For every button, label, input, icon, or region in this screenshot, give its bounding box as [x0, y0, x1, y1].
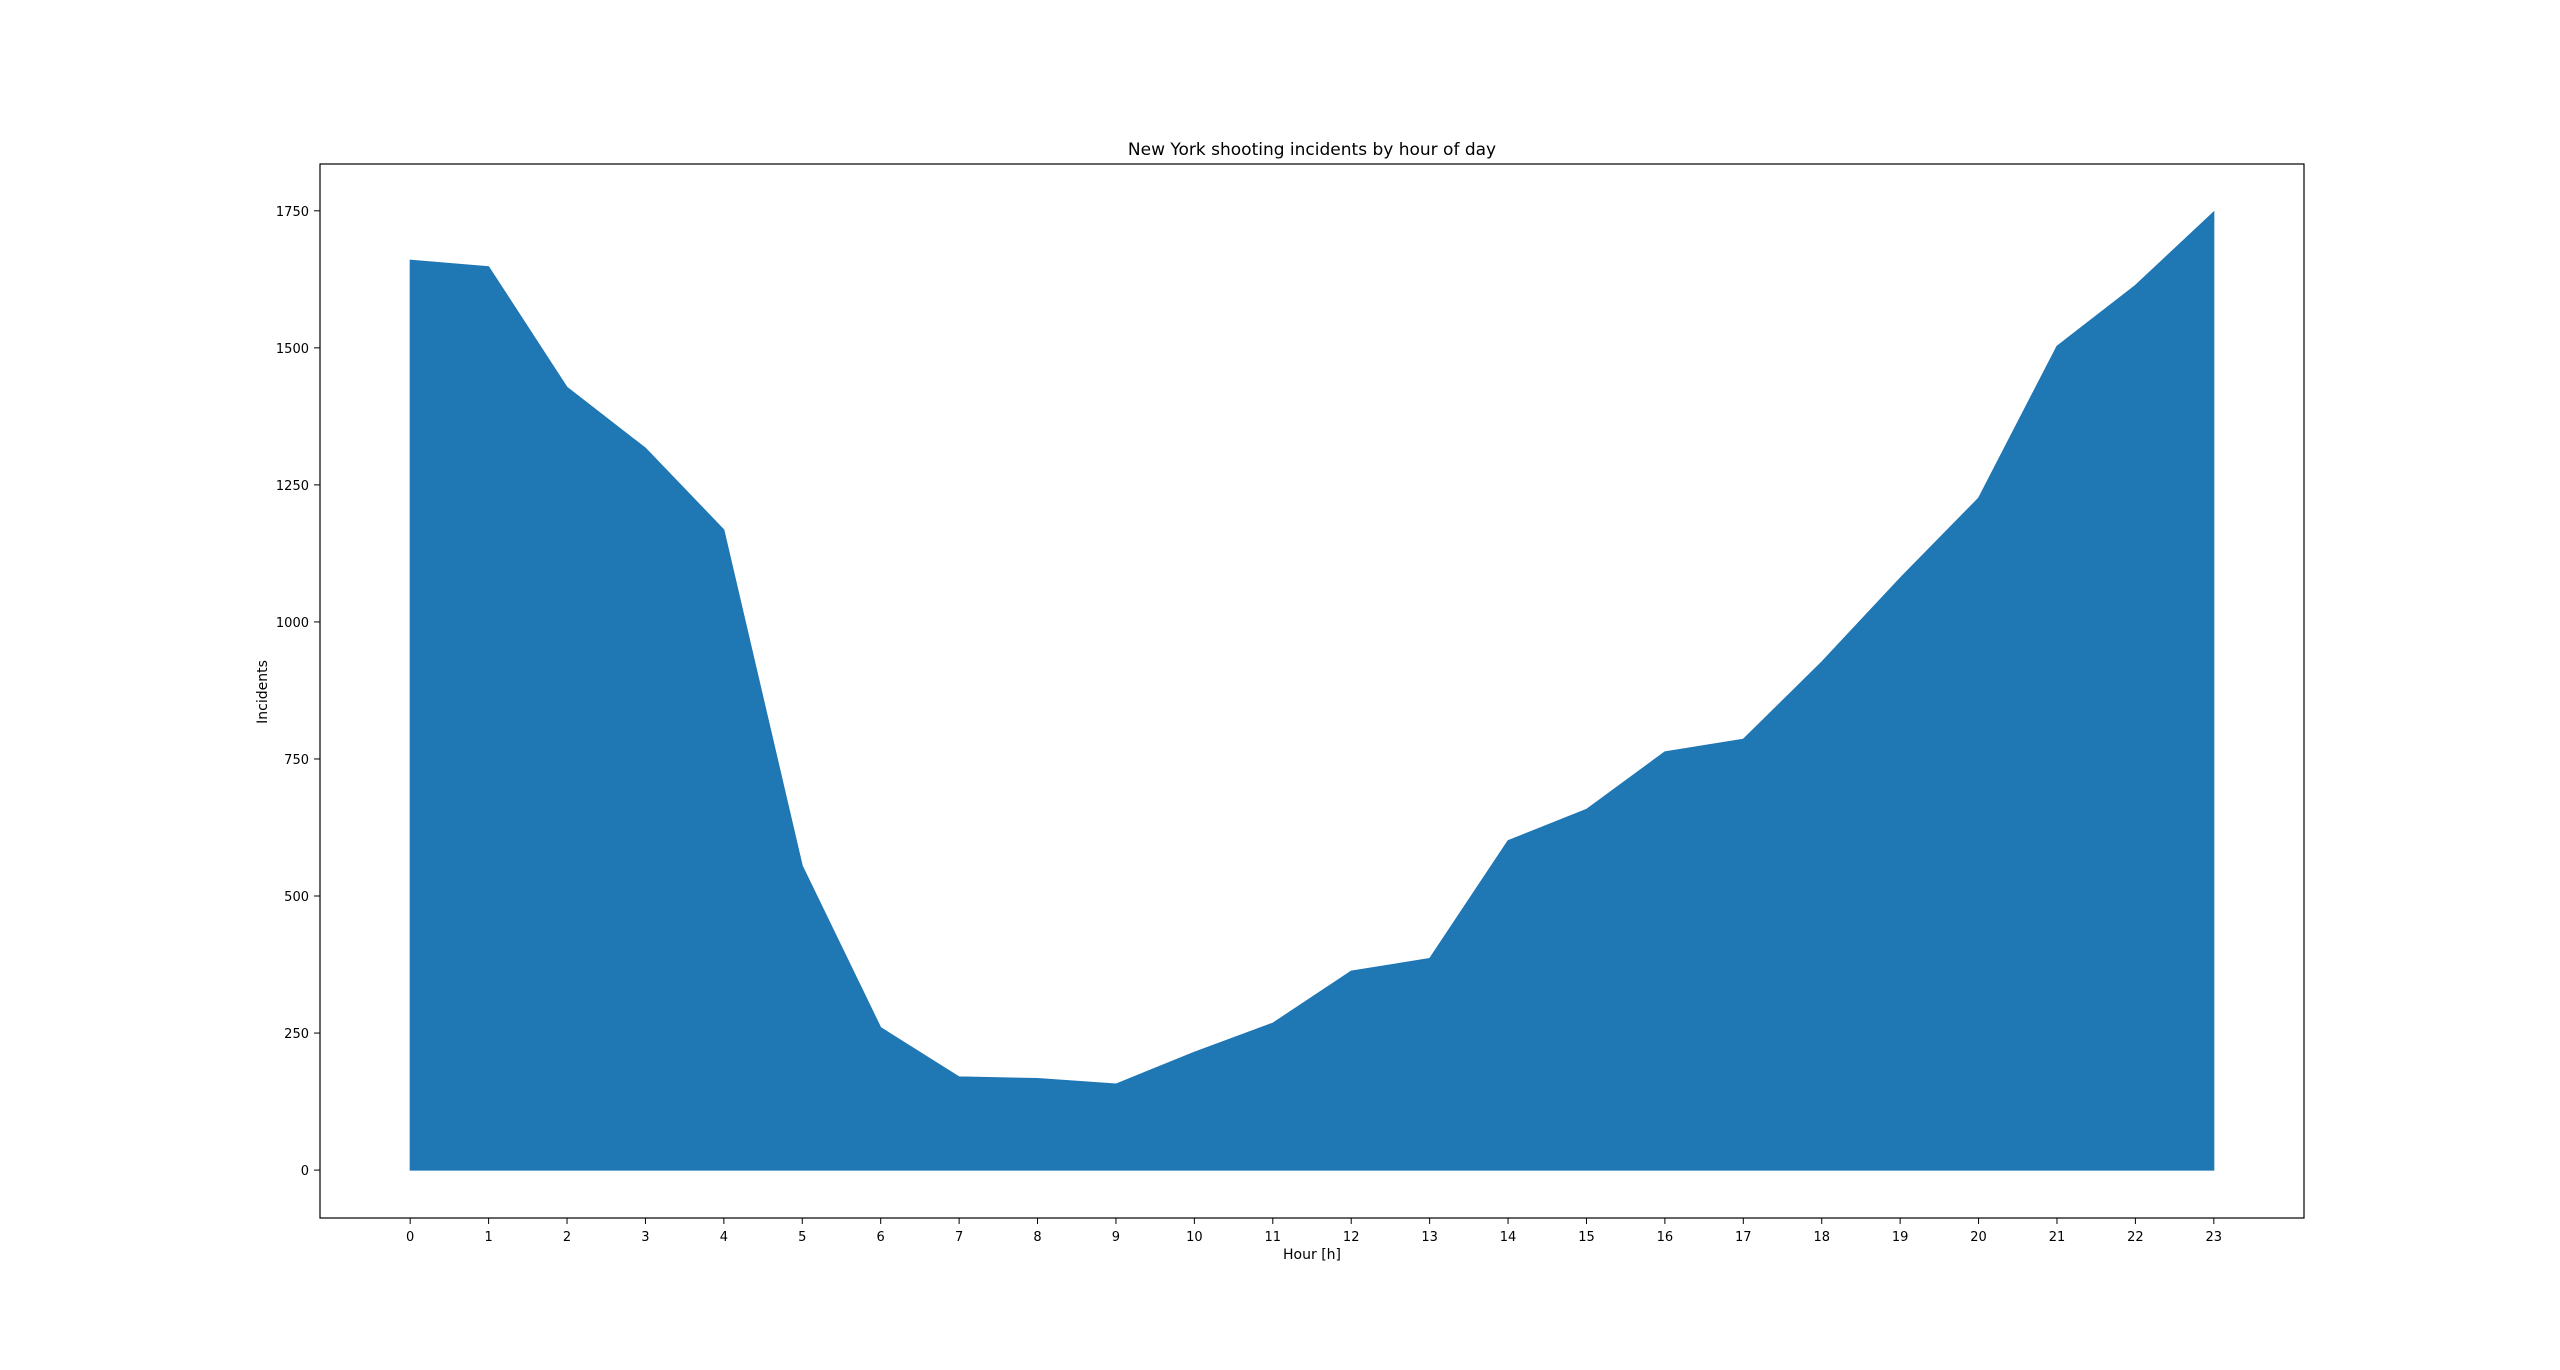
x-tick-label: 19 [1892, 1230, 1909, 1245]
x-axis-label: Hour [h] [1283, 1247, 1341, 1263]
x-tick-label: 0 [406, 1230, 414, 1245]
x-tick-label: 11 [1265, 1230, 1282, 1245]
plot-area [409, 210, 2215, 1171]
chart-title: New York shooting incidents by hour of d… [1128, 140, 1496, 160]
x-tick-label: 2 [563, 1230, 571, 1245]
y-tick-label: 0 [301, 1164, 309, 1179]
x-tick-label: 20 [1970, 1230, 1987, 1245]
x-tick-label: 18 [1813, 1230, 1830, 1245]
x-tick-label: 14 [1500, 1230, 1517, 1245]
x-tick-label: 7 [955, 1230, 963, 1245]
x-tick-label: 23 [2206, 1230, 2223, 1245]
x-tick-label: 22 [2127, 1230, 2144, 1245]
x-tick-label: 17 [1735, 1230, 1752, 1245]
x-tick-label: 16 [1657, 1230, 1674, 1245]
y-tick-label: 1500 [276, 342, 309, 357]
x-tick-label: 9 [1112, 1230, 1120, 1245]
x-tick-label: 21 [2049, 1230, 2066, 1245]
x-tick-label: 5 [798, 1230, 806, 1245]
y-tick-label: 1000 [276, 616, 309, 631]
y-tick-label: 250 [284, 1027, 309, 1042]
x-tick-label: 12 [1343, 1230, 1360, 1245]
x-tick-label: 8 [1033, 1230, 1041, 1245]
y-tick-label: 500 [284, 890, 309, 905]
y-tick-label: 1250 [276, 479, 309, 494]
x-tick-label: 4 [720, 1230, 728, 1245]
axes-frame [319, 163, 2305, 1219]
y-tick-label: 1750 [276, 205, 309, 220]
x-tick-label: 10 [1186, 1230, 1203, 1245]
y-axis-label: Incidents [255, 660, 271, 724]
y-tick-label: 750 [284, 753, 309, 768]
y-axis: 0 250 500 750 1000 1250 1500 1750 [276, 205, 320, 1179]
x-tick-label: 1 [484, 1230, 492, 1245]
area-series [409, 210, 2215, 1171]
x-tick-label: 3 [641, 1230, 649, 1245]
x-axis: 0 1 2 3 4 5 6 7 8 9 10 11 12 13 14 15 16 17 18 19 20 21 22 23 [406, 1218, 2222, 1245]
x-tick-label: 13 [1421, 1230, 1438, 1245]
x-tick-label: 15 [1578, 1230, 1595, 1245]
x-tick-label: 6 [877, 1230, 885, 1245]
